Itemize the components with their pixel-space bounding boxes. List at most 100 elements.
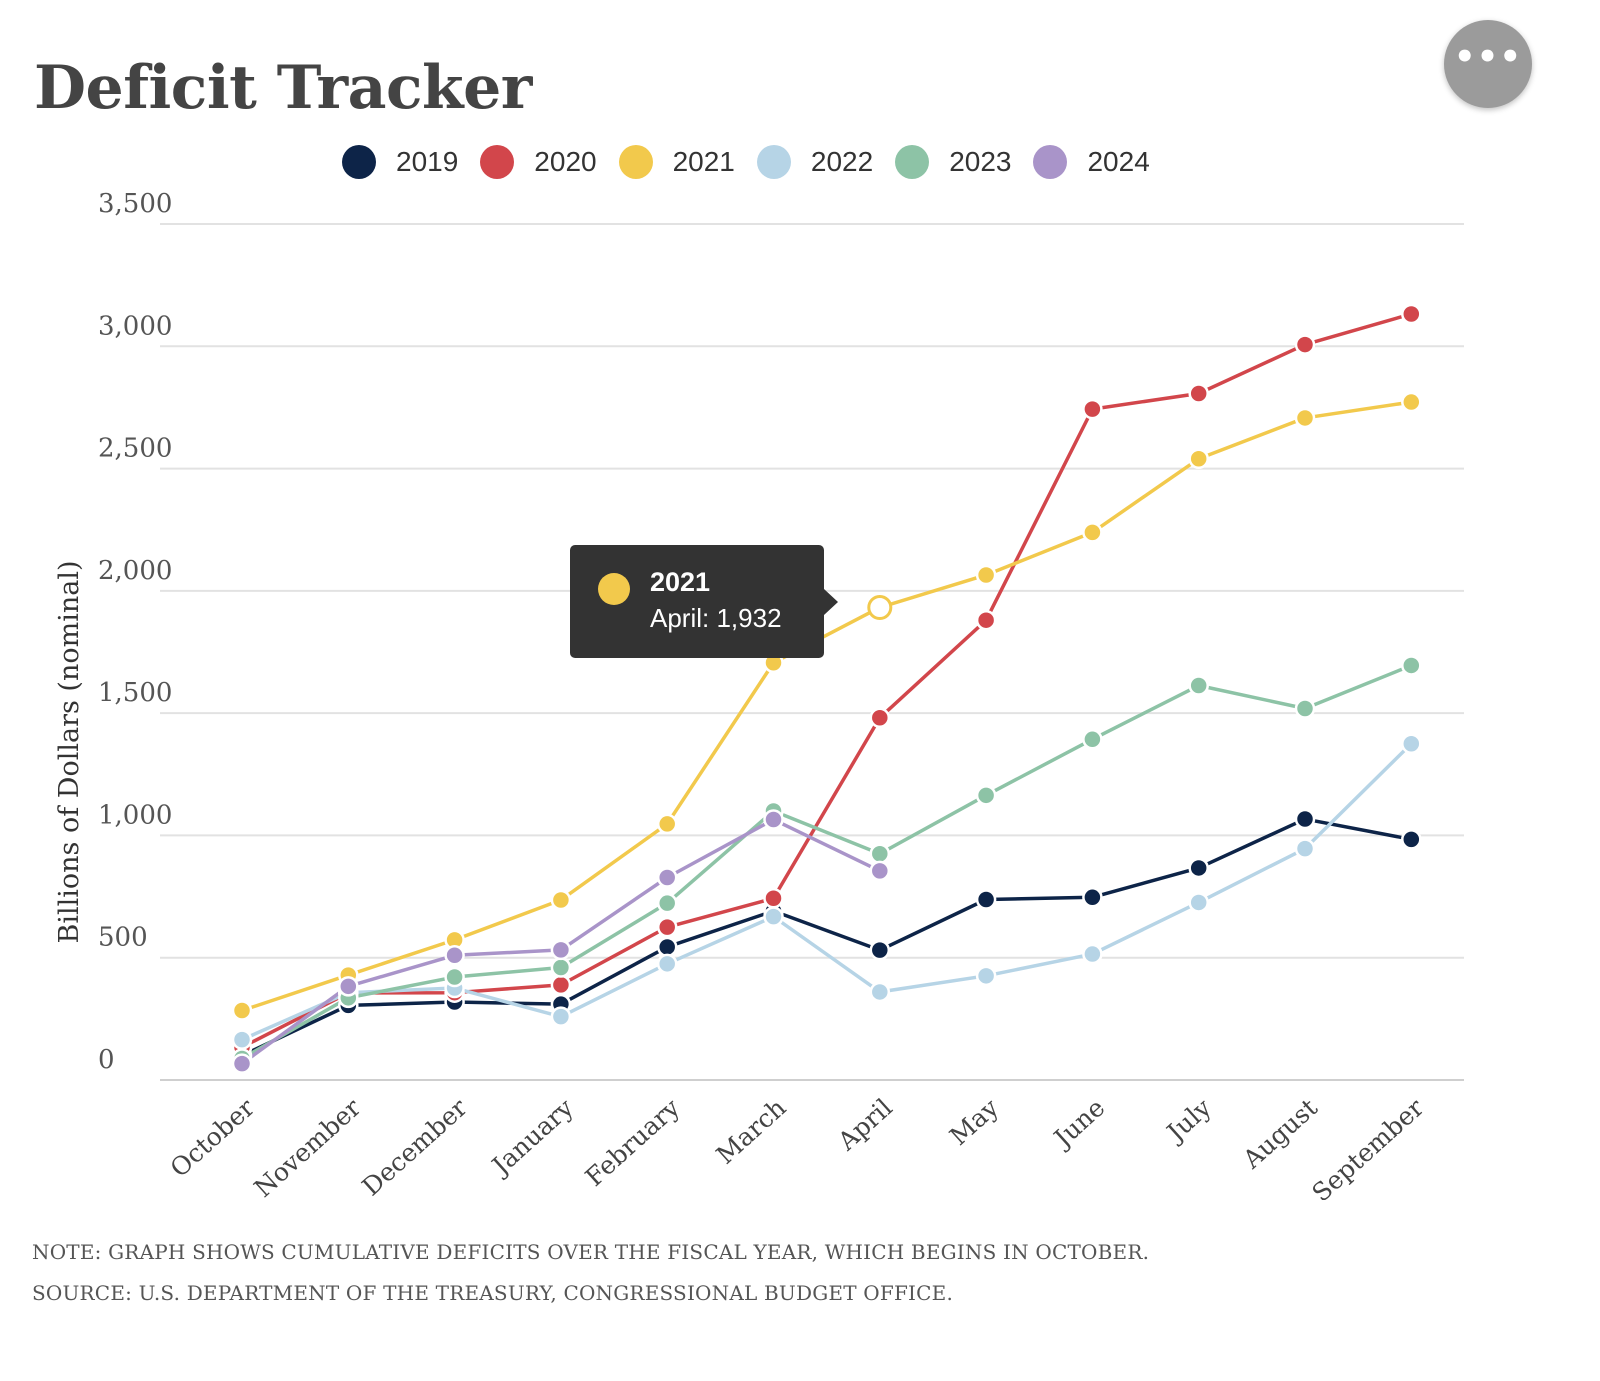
- series-line-2019: [241, 817, 1412, 1058]
- data-point-2019-May[interactable]: [975, 889, 997, 910]
- series-line-2021: [241, 400, 1412, 1013]
- series-line-2020: [241, 312, 1412, 1049]
- data-point-2024-November[interactable]: [338, 976, 359, 997]
- data-point-2021-September[interactable]: [1401, 391, 1422, 413]
- data-point-2022-April[interactable]: [869, 981, 891, 1003]
- tooltip-series-swatch: [598, 573, 630, 605]
- tooltip-series-name: 2021: [650, 567, 711, 597]
- y-tick-label: 3,500: [98, 189, 172, 219]
- data-point-2020-August[interactable]: [1294, 334, 1316, 355]
- data-point-2022-August[interactable]: [1294, 838, 1316, 859]
- data-point-2023-February[interactable]: [656, 892, 678, 914]
- data-point-2023-August[interactable]: [1294, 698, 1316, 719]
- data-point-2024-October[interactable]: [231, 1053, 253, 1074]
- legend-swatch: [480, 145, 515, 179]
- data-point-2022-March[interactable]: [763, 906, 784, 927]
- data-point-2020-March[interactable]: [763, 888, 784, 909]
- data-point-2020-February[interactable]: [656, 916, 678, 938]
- data-point-2024-January[interactable]: [550, 939, 572, 961]
- data-point-2019-April[interactable]: [869, 939, 891, 961]
- data-point-2023-July[interactable]: [1188, 675, 1209, 696]
- x-tick-label: November: [249, 1093, 367, 1200]
- x-tick-label: September: [1306, 1093, 1429, 1200]
- x-tick-label: July: [1159, 1092, 1217, 1148]
- x-tick-label: April: [832, 1093, 898, 1157]
- data-point-2020-September[interactable]: [1401, 303, 1422, 325]
- data-point-2021-October[interactable]: [231, 1000, 253, 1021]
- chart-menu-button[interactable]: •••: [1444, 20, 1532, 108]
- data-point-2022-September[interactable]: [1401, 733, 1422, 754]
- x-tick-label: October: [165, 1093, 260, 1183]
- chart-note: NOTE: GRAPH SHOWS CUMULATIVE DEFICITS OV…: [32, 1240, 1150, 1264]
- legend-swatch: [895, 145, 930, 179]
- legend-label: 2023: [949, 146, 1012, 177]
- data-point-2024-March[interactable]: [763, 809, 784, 830]
- data-point-2020-May[interactable]: [975, 609, 997, 631]
- data-point-2020-June[interactable]: [1082, 398, 1103, 420]
- y-tick-label: 1,500: [98, 678, 172, 708]
- data-point-2022-July[interactable]: [1188, 892, 1209, 913]
- legend-label: 2021: [672, 146, 735, 177]
- data-point-2021-January[interactable]: [550, 889, 572, 911]
- data-point-2022-October[interactable]: [231, 1029, 253, 1050]
- series-line-2022: [241, 742, 1413, 1042]
- y-tick-label: 0: [98, 1045, 115, 1075]
- page-title: Deficit Tracker: [34, 53, 532, 123]
- data-point-2023-September[interactable]: [1401, 655, 1422, 676]
- legend-label: 2024: [1087, 146, 1150, 177]
- y-tick-label: 500: [98, 923, 148, 953]
- data-point-2023-January[interactable]: [550, 957, 572, 978]
- data-point-2023-December[interactable]: [444, 966, 465, 988]
- x-tick-label: August: [1237, 1093, 1323, 1175]
- series-line-2023: [241, 663, 1412, 1060]
- legend-item-2020[interactable]: 2020: [480, 145, 597, 179]
- y-tick-label: 2,000: [98, 556, 172, 586]
- data-point-2023-May[interactable]: [975, 785, 997, 806]
- y-tick-label: 1,000: [98, 800, 172, 830]
- data-point-2019-August[interactable]: [1294, 808, 1316, 830]
- data-point-2021-May[interactable]: [975, 564, 997, 586]
- data-point-2022-January[interactable]: [550, 1006, 572, 1027]
- data-point-2019-February[interactable]: [656, 936, 678, 958]
- chart-legend: 2019 2020 2021 2022 2023 2024: [342, 145, 1172, 179]
- legend-item-2021[interactable]: 2021: [618, 145, 735, 179]
- legend-item-2019[interactable]: 2019: [342, 145, 458, 179]
- x-tick-label: February: [580, 1092, 686, 1192]
- y-tick-label: 2,500: [98, 434, 172, 464]
- legend-item-2023[interactable]: 2023: [895, 145, 1011, 179]
- x-tick-label: June: [1046, 1093, 1110, 1155]
- data-point-2024-April[interactable]: [869, 860, 891, 882]
- chart-notes: NOTE: GRAPH SHOWS CUMULATIVE DEFICITS OV…: [32, 1232, 1149, 1314]
- data-point-2023-April[interactable]: [869, 843, 891, 865]
- data-point-2024-December[interactable]: [444, 945, 465, 966]
- data-point-2021-July[interactable]: [1188, 448, 1209, 470]
- data-point-2021-June[interactable]: [1082, 522, 1103, 543]
- more-options-icon: •••: [1453, 37, 1523, 77]
- data-point-2023-June[interactable]: [1082, 729, 1103, 750]
- data-point-2020-July[interactable]: [1188, 383, 1209, 404]
- tooltip-value: April: 1,932: [650, 603, 782, 633]
- data-point-2021-August[interactable]: [1294, 407, 1316, 429]
- legend-label: 2020: [534, 146, 597, 177]
- data-point-2022-February[interactable]: [656, 953, 678, 975]
- legend-item-2022[interactable]: 2022: [756, 145, 873, 179]
- x-tick-label: March: [711, 1093, 792, 1170]
- data-point-2021-April[interactable]: [867, 594, 893, 620]
- data-point-2020-January[interactable]: [550, 974, 572, 996]
- data-point-2022-May[interactable]: [975, 965, 997, 987]
- data-point-2020-April[interactable]: [869, 707, 891, 729]
- legend-swatch: [1033, 145, 1068, 179]
- chart-source: SOURCE: U.S. DEPARTMENT OF THE TREASURY,…: [32, 1281, 953, 1305]
- data-point-2019-July[interactable]: [1188, 857, 1209, 879]
- x-tick-label: December: [357, 1093, 473, 1200]
- legend-swatch: [618, 145, 653, 179]
- y-axis-title: Billions of Dollars (nominal): [54, 561, 85, 944]
- legend-swatch: [756, 145, 791, 179]
- y-tick-label: 3,000: [98, 311, 172, 341]
- data-point-2019-September[interactable]: [1401, 829, 1422, 850]
- data-point-2019-June[interactable]: [1082, 887, 1103, 908]
- data-point-2022-June[interactable]: [1082, 943, 1103, 965]
- data-point-2021-February[interactable]: [656, 813, 678, 835]
- data-point-2024-February[interactable]: [656, 867, 678, 888]
- legend-item-2024[interactable]: 2024: [1033, 145, 1150, 179]
